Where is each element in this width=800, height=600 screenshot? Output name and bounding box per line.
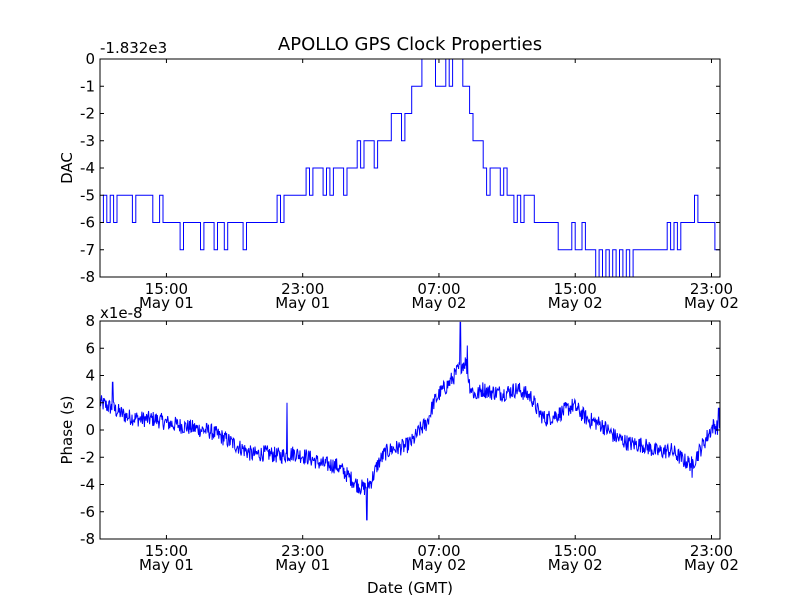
- ytick-label: -2: [80, 105, 95, 123]
- dac-ylabel: DAC: [58, 152, 76, 184]
- xtick-label-time: 15:00: [145, 280, 188, 298]
- xtick-label-date: May 02: [684, 294, 739, 312]
- phase-ylabel: Phase (s): [58, 395, 76, 464]
- xtick-label-time: 23:00: [281, 542, 324, 560]
- xtick-label-date: May 02: [412, 294, 467, 312]
- xtick-label-time: 15:00: [554, 542, 597, 560]
- ytick-label: 2: [85, 394, 95, 412]
- ytick-label: -1: [80, 77, 95, 95]
- xtick-label-time: 07:00: [417, 542, 460, 560]
- xtick-label-time: 23:00: [281, 280, 324, 298]
- dac-offset-label: -1.832e3: [100, 39, 167, 57]
- xtick-label-date: May 02: [548, 556, 603, 574]
- ytick-label: -6: [80, 214, 95, 232]
- ytick-label: -5: [80, 186, 95, 204]
- xtick-label-date: May 02: [548, 294, 603, 312]
- xtick-label-time: 07:00: [417, 280, 460, 298]
- xtick-label-date: May 01: [139, 294, 194, 312]
- ytick-label: 6: [85, 339, 95, 357]
- xtick-label-date: May 01: [275, 556, 330, 574]
- ytick-label: -8: [80, 268, 95, 286]
- ytick-label: -4: [80, 159, 95, 177]
- phase-offset-label: x1e-8: [100, 304, 143, 322]
- ytick-label: -6: [80, 503, 95, 521]
- ytick-label: 4: [85, 367, 95, 385]
- ytick-label: 0: [85, 50, 95, 68]
- ytick-label: -7: [80, 241, 95, 259]
- ytick-label: -4: [80, 476, 95, 494]
- data-line: [99, 321, 721, 521]
- phase-xlabel: Date (GMT): [367, 579, 453, 597]
- phase-axes: x1e-8 Phase (s) Date (GMT) 8 6 4 2 0 -2 -4 -6 -8…: [58, 304, 739, 597]
- xtick-label-date: May 02: [412, 556, 467, 574]
- ytick-label: -2: [80, 448, 95, 466]
- xtick-label-date: May 01: [139, 556, 194, 574]
- ytick-label: -3: [80, 132, 95, 150]
- ytick-label: 0: [85, 421, 95, 439]
- xtick-label-time: 23:00: [690, 542, 733, 560]
- xtick-label-time: 23:00: [690, 280, 733, 298]
- xtick-label-time: 15:00: [145, 542, 188, 560]
- ytick-label: -8: [80, 530, 95, 548]
- chart-title: APOLLO GPS Clock Properties: [278, 34, 542, 55]
- xtick-label-time: 15:00: [554, 280, 597, 298]
- ytick-label: 8: [85, 312, 95, 330]
- xtick-label-date: May 02: [684, 556, 739, 574]
- xtick-label-date: May 01: [275, 294, 330, 312]
